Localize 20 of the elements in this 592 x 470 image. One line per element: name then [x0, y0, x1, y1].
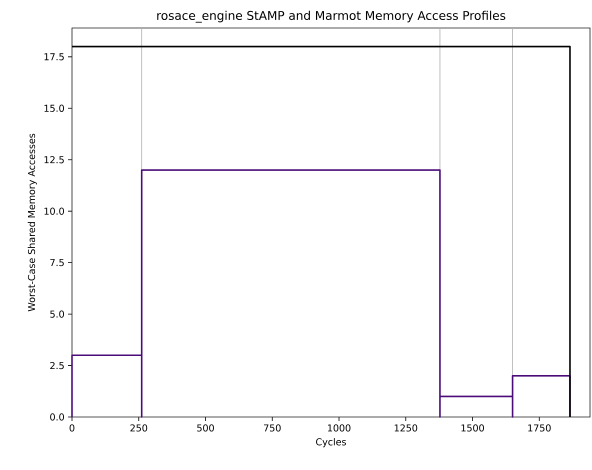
x-tick-label: 1750 [528, 424, 551, 432]
y-tick-label: 5.0 [50, 310, 64, 318]
x-axis-title: Cycles [316, 438, 346, 448]
y-tick-label: 2.5 [50, 362, 64, 370]
y-tick-label: 7.5 [50, 259, 64, 266]
x-tick-label: 250 [130, 424, 148, 432]
y-axis-title: Worst-Case Shared Memory Accesses [28, 134, 37, 312]
y-tick-label: 10.0 [44, 208, 64, 215]
x-tick-label: 0 [70, 424, 74, 432]
y-tick-label: 15.0 [44, 104, 64, 112]
y-tick-label: 0.0 [50, 413, 64, 421]
line-series [71, 169, 571, 418]
x-tick-label: 500 [197, 424, 214, 432]
x-tick-label: 1500 [461, 424, 484, 432]
y-tick-label: 17.5 [44, 53, 64, 60]
x-tick-label: 1000 [328, 424, 350, 432]
x-tick-label: 1250 [394, 424, 418, 432]
chart-title: rosace_engine StAMP and Marmot Memory Access Profiles [157, 10, 506, 23]
x-tick-label: 750 [264, 424, 281, 432]
y-tick-label: 12.5 [44, 156, 64, 164]
